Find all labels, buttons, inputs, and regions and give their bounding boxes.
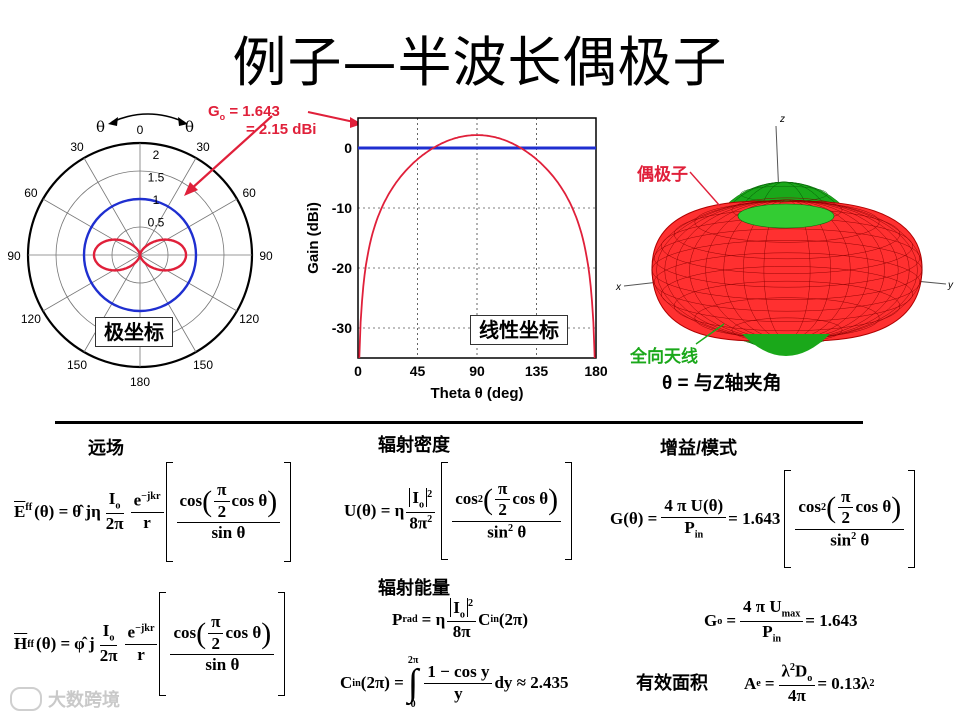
theta-left-label: θ xyxy=(96,118,105,136)
isotropic-circle xyxy=(82,197,198,313)
go-annotation xyxy=(184,111,362,196)
omni-pointer-line xyxy=(695,323,725,345)
go-arrow-head-icon xyxy=(184,182,198,196)
polar-box-label: 极坐标 xyxy=(95,317,173,347)
y-tick-label: -10 xyxy=(332,200,352,216)
linear-gain-chart: 0 45 90 135 180 0 -10 -20 -30 Theta θ (deg) Gain (… xyxy=(305,117,608,402)
polar-angle-label: 60 xyxy=(24,186,38,200)
arc-arrow-left-icon xyxy=(108,117,118,126)
watermark: 大数跨境 xyxy=(10,686,120,712)
dipole-pointer-line xyxy=(689,171,721,207)
polar-angle-label: 120 xyxy=(21,312,41,326)
polar-angle-label: 90 xyxy=(7,249,21,263)
theta-arc-arrow xyxy=(111,113,185,123)
polar-angle-label: 0 xyxy=(137,123,144,137)
y-axis-label-3d: y xyxy=(947,280,954,291)
page-title: 例子—半波长偶极子 xyxy=(232,31,728,94)
torus-parallel xyxy=(661,266,913,322)
dipole-gain-curve xyxy=(358,134,596,359)
polar-angle-label: 120 xyxy=(239,312,259,326)
y-axis-label: Gain (dBi) xyxy=(305,202,322,274)
z-axis-label: z xyxy=(779,114,785,125)
polar-angle-label: 30 xyxy=(70,140,84,154)
torus-parallel xyxy=(673,280,901,332)
go-label: Go = 1.643 xyxy=(208,103,280,122)
torus-top-opening xyxy=(737,203,835,229)
x-tick-label: 90 xyxy=(469,363,485,379)
y-tick-label: -20 xyxy=(332,260,352,276)
dbi-pointer-line xyxy=(307,111,355,123)
polar-angle-label: 60 xyxy=(242,186,256,200)
gain-mode-heading: 增益/模式 xyxy=(660,438,738,458)
dbi-pointer-head-icon xyxy=(350,117,362,128)
polar-angle-label: 90 xyxy=(259,249,273,263)
dipole-label: 偶极子 xyxy=(637,165,688,184)
polar-radial-label: 1 xyxy=(153,193,160,207)
dbi-label: = 2.15 dBi xyxy=(246,121,317,138)
x-tick-label: 0 xyxy=(354,363,362,379)
polar-radial-label: 2 xyxy=(153,148,160,162)
far-field-heading: 远场 xyxy=(88,438,124,458)
x-tick-label: 180 xyxy=(584,363,608,379)
torus-parallel xyxy=(654,228,920,288)
radiation-intensity-heading: 辐射密度 xyxy=(378,435,450,455)
linear-box-label: 线性坐标 xyxy=(470,315,568,345)
section-divider xyxy=(55,421,863,424)
torus-parallel xyxy=(694,201,880,243)
omni-label: 全向天线 xyxy=(630,347,698,366)
arc-arrow-right-icon xyxy=(178,117,188,126)
y-tick-label: 0 xyxy=(344,140,352,156)
x-tick-label: 135 xyxy=(525,363,549,379)
theta-note: θ = 与Z轴夹角 xyxy=(662,373,782,394)
torus-parallel xyxy=(654,252,920,312)
polar-radial-label: 0.5 xyxy=(148,215,165,229)
gain-equation: G(θ) = 4 π U(θ) Pin = 1.643 cos 2(π 2 cos θ)… xyxy=(610,470,916,568)
y-tick-label: -30 xyxy=(332,320,352,336)
effective-area-heading: 有效面积 xyxy=(636,673,708,693)
x-axis-label-3d: x xyxy=(615,282,622,293)
radiated-energy-heading: 辐射能量 xyxy=(378,578,450,598)
polar-angle-label: 150 xyxy=(193,358,213,372)
polar-radial-label: 1.5 xyxy=(148,171,165,185)
dipole-pattern-curve xyxy=(92,238,188,272)
x-axis-label: Theta θ (deg) xyxy=(430,385,523,402)
linear-box-wrap: 线性坐标 xyxy=(470,314,568,345)
x-tick-label: 45 xyxy=(410,363,426,379)
watermark-logo-icon xyxy=(10,687,42,711)
go-arrow-line xyxy=(189,115,273,191)
polar-angle-label: 30 xyxy=(196,140,210,154)
3d-radiation-pattern: z x y xyxy=(615,114,954,356)
polar-angle-label: 150 xyxy=(67,358,87,372)
polar-angle-label: 180 xyxy=(130,375,150,389)
theta-right-label: θ xyxy=(185,118,194,136)
omni-bottom-cap xyxy=(742,334,830,356)
dipole-torus xyxy=(651,200,923,342)
polar-box-label-wrap: 极坐标 xyxy=(95,316,173,347)
radiation-intensity-equation: U(θ) = η Io2 8π2 cos 2(π 2 cos θ) sin2 θ xyxy=(344,462,573,560)
torus-parallel xyxy=(651,240,923,300)
